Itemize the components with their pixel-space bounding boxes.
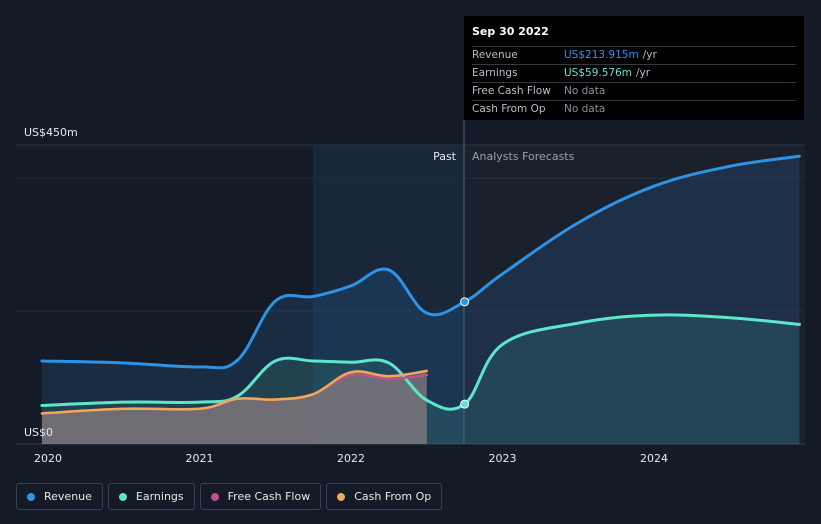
free-cash-flow-area	[41, 374, 427, 444]
earnings-line[interactable]	[40, 313, 801, 411]
legend-item-revenue[interactable]: Revenue	[16, 483, 103, 510]
legend-label: Free Cash Flow	[227, 490, 311, 503]
legend-item-free-cash-flow[interactable]: Free Cash Flow	[199, 483, 322, 510]
legend-item-cash-from-op[interactable]: Cash From Op	[326, 483, 443, 510]
tooltip-value: US$213.915m	[564, 49, 639, 61]
tooltip-value: No data	[564, 85, 606, 97]
x-tick-label: 2021	[186, 452, 214, 465]
legend: Revenue Earnings Free Cash Flow Cash From O…	[16, 483, 443, 510]
tooltip-unit: /yr	[642, 49, 657, 61]
legend-label: Revenue	[44, 490, 92, 503]
earnings-area	[41, 314, 800, 444]
tooltip-label: Revenue	[472, 49, 518, 61]
tooltip-row: Cash From Op No data	[472, 101, 796, 118]
legend-label: Cash From Op	[354, 490, 432, 503]
legend-dot-icon	[118, 492, 127, 501]
past-highlight	[313, 145, 464, 444]
tooltip-unit: /yr	[636, 67, 651, 79]
x-tick-label: 2023	[489, 452, 517, 465]
revenue-marker[interactable]	[460, 297, 470, 307]
tooltip-label: Earnings	[472, 67, 518, 79]
legend-dot-icon	[337, 492, 346, 501]
y-min-label: US$0	[24, 426, 53, 439]
tooltip-value: No data	[564, 103, 606, 115]
tooltip-row: Revenue US$213.915m/yr	[472, 47, 796, 65]
earnings-marker[interactable]	[460, 399, 470, 409]
y-max-label: US$450m	[24, 126, 78, 139]
forecast-label: Analysts Forecasts	[472, 150, 575, 163]
tooltip-date: Sep 30 2022	[472, 22, 796, 47]
x-tick-label: 2024	[640, 452, 668, 465]
revenue-area	[41, 156, 800, 444]
tooltip: Sep 30 2022 Revenue US$213.915m/yr Earning…	[464, 16, 804, 120]
legend-dot-icon	[27, 492, 35, 501]
revenue-line[interactable]	[40, 154, 801, 370]
x-tick-label: 2020	[34, 452, 62, 465]
legend-dot-icon	[210, 492, 219, 501]
cash-from-op-area	[41, 370, 427, 444]
x-tick-label: 2022	[337, 452, 365, 465]
tooltip-label: Free Cash Flow	[472, 85, 551, 97]
cash-from-op-line[interactable]	[40, 369, 428, 415]
legend-item-earnings[interactable]: Earnings	[107, 483, 195, 510]
past-label: Past	[433, 150, 457, 163]
tooltip-value: US$59.576m	[564, 67, 632, 79]
tooltip-label: Cash From Op	[472, 103, 546, 115]
tooltip-row: Free Cash Flow No data	[472, 83, 796, 101]
tooltip-row: Earnings US$59.576m/yr	[472, 65, 796, 83]
legend-label: Earnings	[135, 490, 184, 503]
